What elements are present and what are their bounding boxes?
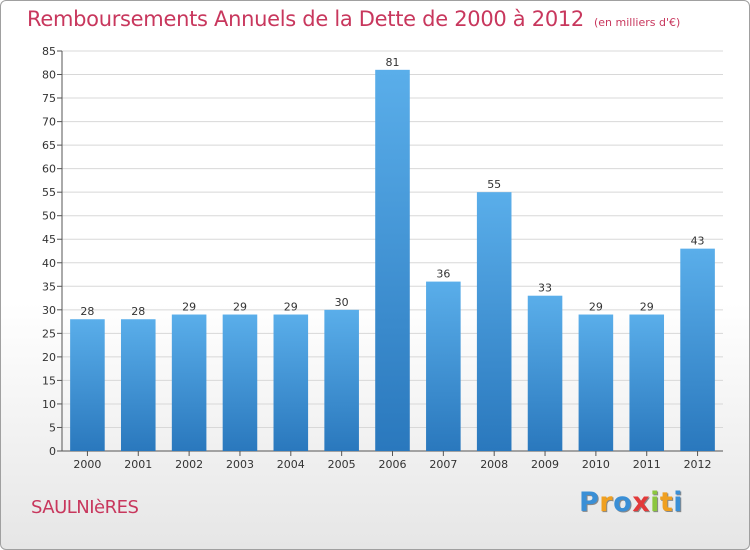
value-label-2010: 29	[589, 301, 603, 314]
y-tick-label: 15	[42, 374, 56, 387]
y-tick-label: 85	[42, 45, 56, 58]
bar-2001	[120, 319, 156, 451]
y-tick-label: 65	[42, 139, 56, 152]
y-tick-label: 80	[42, 69, 56, 82]
bar-2009	[527, 295, 563, 451]
commune-name: SAULNIèRES	[31, 497, 139, 518]
y-tick-label: 75	[42, 92, 56, 105]
brand-letter: t	[659, 487, 674, 518]
y-tick-label: 10	[42, 398, 56, 411]
value-label-2000: 28	[80, 305, 94, 318]
x-tick-label-2007: 2007	[429, 458, 457, 471]
bar-2000	[70, 319, 105, 451]
y-tick-label: 30	[42, 304, 56, 317]
labels: 0 5 10 15 20 25 30 35 40 45 50 55 60 65 70 75 80 85 28 2000…	[42, 45, 712, 471]
value-label-2006: 81	[386, 56, 400, 69]
x-tick-label-2005: 2005	[328, 458, 356, 471]
x-tick-label-2000: 2000	[73, 458, 101, 471]
bar-2010	[578, 314, 614, 451]
bar-2004	[273, 314, 309, 451]
y-tick-label: 70	[42, 116, 56, 129]
value-label-2005: 30	[335, 296, 349, 309]
bar-2012	[680, 248, 715, 451]
y-tick-label: 45	[42, 233, 56, 246]
x-tick-label-2011: 2011	[633, 458, 661, 471]
value-label-2007: 36	[436, 268, 450, 281]
bar-2011	[629, 314, 665, 451]
bar-2005	[324, 309, 359, 451]
x-tick-label-2004: 2004	[277, 458, 305, 471]
bar-2006	[375, 69, 410, 451]
value-label-2003: 29	[233, 301, 247, 314]
brand-letter: x	[632, 487, 651, 518]
x-tick-label-2012: 2012	[684, 458, 712, 471]
value-label-2008: 55	[487, 178, 501, 191]
bar-2002	[171, 314, 207, 451]
value-label-2001: 28	[131, 305, 145, 318]
value-label-2002: 29	[182, 301, 196, 314]
value-label-2011: 29	[640, 301, 654, 314]
x-tick-label-2001: 2001	[124, 458, 152, 471]
brand-letter: i	[673, 487, 684, 518]
bar-2007	[426, 281, 461, 451]
y-tick-label: 60	[42, 163, 56, 176]
x-tick-label-2009: 2009	[531, 458, 559, 471]
x-tick-label-2002: 2002	[175, 458, 203, 471]
x-tick-label-2006: 2006	[379, 458, 407, 471]
x-tick-label-2008: 2008	[480, 458, 508, 471]
y-tick-label: 40	[42, 257, 56, 270]
y-tick-label: 5	[49, 421, 56, 434]
bar-2008	[476, 192, 512, 452]
y-tick-label: 55	[42, 186, 56, 199]
brand-letter: o	[613, 487, 633, 518]
chart-title-text: Remboursements Annuels de la Dette de 20…	[27, 7, 584, 31]
y-tick-label: 25	[42, 327, 56, 340]
chart-subtitle: (en milliers d'€)	[594, 16, 681, 29]
brand-letter: r	[599, 487, 614, 518]
brand-letter: i	[650, 487, 660, 518]
y-tick-label: 20	[42, 351, 56, 364]
bar-2003	[222, 314, 258, 451]
brand-letter: P	[579, 487, 600, 518]
y-tick-label: 0	[49, 445, 56, 458]
x-tick-label-2010: 2010	[582, 458, 610, 471]
value-label-2004: 29	[284, 301, 298, 314]
value-label-2012: 43	[691, 235, 705, 248]
y-tick-label: 50	[42, 210, 56, 223]
x-tick-label-2003: 2003	[226, 458, 254, 471]
brand-logo: Proxiti	[579, 487, 683, 518]
bars	[70, 69, 715, 452]
chart-title: Remboursements Annuels de la Dette de 20…	[27, 7, 680, 31]
y-tick-label: 35	[42, 280, 56, 293]
value-label-2009: 33	[538, 282, 552, 295]
